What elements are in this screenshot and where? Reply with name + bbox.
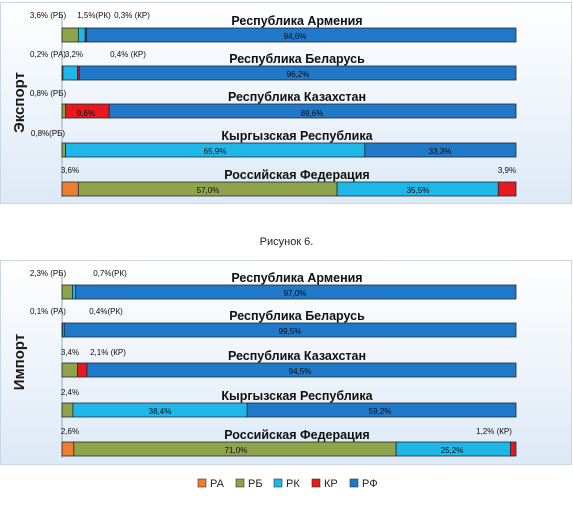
bar-segment-rb: [61, 284, 73, 300]
data-label: 1,5%(РК): [77, 11, 111, 20]
bar-segment-rb: [61, 27, 79, 43]
data-label: 89,6%: [301, 109, 324, 118]
data-label: 3,6% (РБ): [30, 11, 67, 20]
data-label: 0,4% (КР): [110, 50, 146, 59]
data-label: 2,4%: [61, 388, 79, 397]
bar-segment-rb: [61, 103, 67, 119]
bar-segment-kr: [77, 362, 88, 378]
panel-axis-label: Импорт: [11, 334, 28, 390]
data-label: 3,6%: [61, 166, 79, 175]
data-label: 38,4%: [149, 407, 172, 416]
row-title: Республика Казахстан: [228, 90, 366, 104]
row-title: Российская Федерация: [224, 428, 369, 442]
bar-segment-rf: [108, 103, 517, 119]
legend-label: РК: [286, 478, 300, 490]
panel-axis-label: Экспорт: [11, 72, 28, 133]
bar-segment-rf: [63, 322, 517, 338]
data-label: 3,9%: [498, 166, 516, 175]
data-label: 0,1% (РА): [30, 307, 66, 316]
export-panel: Экспорт Республика Армения 3,6% (РБ) 1,5%(Р…: [0, 2, 572, 204]
bar-segment-rb: [61, 142, 67, 158]
legend-swatch-rf: [349, 478, 359, 488]
data-label: 2,3% (РБ): [30, 269, 67, 278]
data-label: 1,2% (КР): [476, 427, 512, 436]
bar-segment-rb: [61, 402, 74, 418]
data-label: 35,5%: [407, 186, 430, 195]
data-label: 99,5%: [279, 327, 302, 336]
bar-segment-ra: [61, 181, 79, 197]
data-label: 3,2%: [65, 50, 83, 59]
import-panel: Импорт Республика Армения 2,3% (РБ) 0,7%(РК…: [0, 260, 572, 465]
data-label: 2,6%: [61, 427, 79, 436]
data-label: 0,2% (РА): [30, 50, 66, 59]
data-label: 71,0%: [225, 446, 248, 455]
row-title: Республика Казахстан: [228, 349, 366, 363]
data-label: 97,0%: [284, 289, 307, 298]
row-title: Республика Армения: [231, 271, 362, 285]
data-label: 96,2%: [287, 70, 310, 79]
bar-segment-rf: [86, 27, 517, 43]
bar-segment-ra: [61, 441, 75, 457]
bar-segment-rf: [78, 65, 517, 81]
data-label: 33,3%: [429, 147, 452, 156]
data-label: 25,2%: [441, 446, 464, 455]
row-title: Республика Армения: [231, 14, 362, 28]
legend-label: РФ: [362, 478, 378, 490]
bar-segment-rk: [77, 27, 86, 43]
bar-segment-rf: [86, 362, 517, 378]
row-title: Российская Федерация: [224, 168, 369, 182]
data-label: 65,9%: [204, 147, 227, 156]
bar-segment-rf: [364, 142, 517, 158]
legend-label: РБ: [248, 478, 263, 490]
bar-segment-kr: [510, 441, 517, 457]
data-label: 57,0%: [197, 186, 220, 195]
legend-swatch-rb: [235, 478, 245, 488]
row-title: Кыргызская Республика: [221, 389, 373, 403]
data-label: 2,1% (КР): [90, 348, 126, 357]
bar-segment-rf: [246, 402, 517, 418]
legend-swatch-rk: [273, 478, 283, 488]
data-label: 0,8% (РБ): [30, 89, 67, 98]
data-label: 0,3% (КР): [114, 11, 150, 20]
legend-label: КР: [324, 478, 338, 490]
data-label: 0,8%(РБ): [31, 129, 65, 138]
data-label: 0,4%(РК): [89, 307, 123, 316]
data-label: 94,5%: [289, 367, 312, 376]
row-title: Республика Беларусь: [229, 309, 365, 323]
bar-segment-rb: [61, 362, 78, 378]
data-label: 9,6%: [77, 109, 95, 118]
data-label: 94,6%: [284, 32, 307, 41]
data-label: 3,4%: [61, 348, 79, 357]
row-title: Республика Беларусь: [229, 52, 365, 66]
bar-segment-rf: [75, 284, 517, 300]
legend-swatch-ra: [197, 478, 207, 488]
bar-segment-rk: [62, 65, 78, 81]
legend-label: РА: [210, 478, 225, 490]
bar-segment-kr: [497, 181, 517, 197]
bar-segment-rk: [72, 284, 77, 300]
legend: РА РБ РК КР РФ: [197, 478, 378, 490]
row-title: Кыргызская Республика: [221, 129, 373, 143]
legend-swatch-kr: [311, 478, 321, 488]
data-label: 59,2%: [369, 407, 392, 416]
data-label: 0,7%(РК): [93, 269, 127, 278]
figure-caption: Рисунок 6.: [259, 236, 314, 248]
